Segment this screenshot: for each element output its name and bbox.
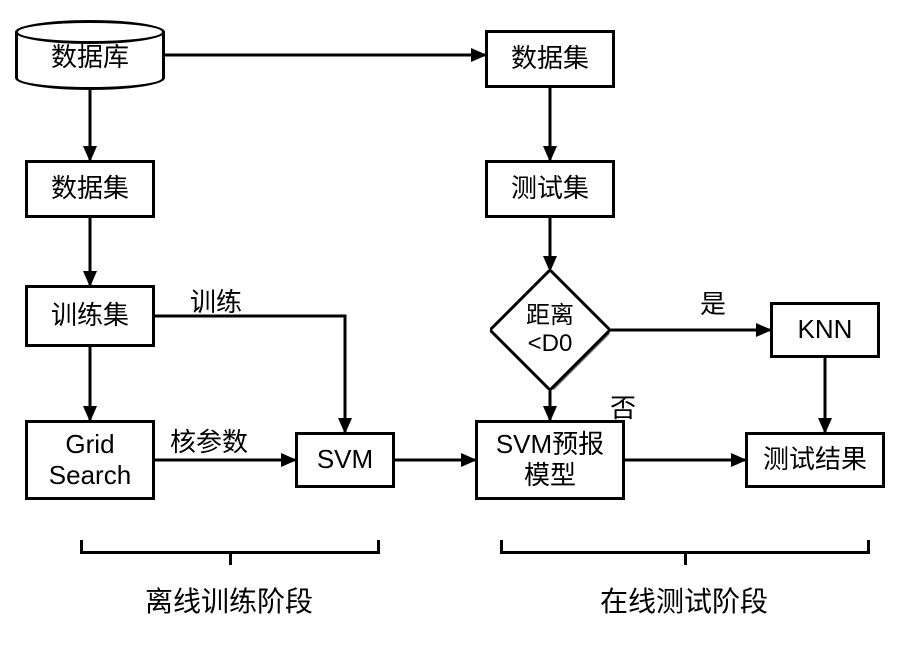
edge-label-train: 训练 bbox=[190, 282, 242, 319]
node-knn: KNN bbox=[770, 302, 880, 358]
edge-label-yes: 是 bbox=[700, 284, 726, 321]
node-database-label: 数据库 bbox=[51, 37, 129, 74]
node-result-label: 测试结果 bbox=[763, 444, 867, 475]
node-svm-label: SVM bbox=[317, 444, 373, 475]
node-dataset-left: 数据集 bbox=[25, 160, 155, 218]
edge-label-kernel-params: 核参数 bbox=[170, 422, 248, 459]
flowchart-canvas: 数据库 数据集 训练集 Grid Search SVM 数据集 测试集 距离 <… bbox=[0, 0, 910, 655]
bracket-offline bbox=[80, 540, 380, 554]
bracket-offline-tail bbox=[229, 553, 232, 565]
edge-label-no: 否 bbox=[610, 388, 636, 425]
node-dataset-right: 数据集 bbox=[485, 30, 615, 88]
bracket-online-tail bbox=[684, 553, 687, 565]
node-testset: 测试集 bbox=[485, 160, 615, 218]
node-grid-search: Grid Search bbox=[25, 420, 155, 500]
node-svm: SVM bbox=[295, 432, 395, 488]
phase-label-offline: 离线训练阶段 bbox=[145, 580, 313, 620]
node-database: 数据库 bbox=[15, 20, 165, 90]
node-dataset-right-label: 数据集 bbox=[511, 43, 589, 74]
node-decision: 距离 <D0 bbox=[490, 270, 610, 390]
node-grid-search-label: Grid Search bbox=[49, 429, 131, 491]
edge-trainset-to-svm bbox=[155, 316, 345, 432]
node-svm-model: SVM预报 模型 bbox=[475, 420, 625, 500]
node-result: 测试结果 bbox=[745, 432, 885, 488]
node-testset-label: 测试集 bbox=[511, 173, 589, 204]
phase-label-online: 在线测试阶段 bbox=[600, 580, 768, 620]
node-dataset-left-label: 数据集 bbox=[51, 173, 129, 204]
node-trainset-label: 训练集 bbox=[51, 300, 129, 331]
node-svm-model-label: SVM预报 模型 bbox=[496, 429, 604, 491]
bracket-online bbox=[500, 540, 870, 554]
node-trainset: 训练集 bbox=[25, 285, 155, 347]
node-decision-label: 距离 <D0 bbox=[526, 302, 574, 357]
node-knn-label: KNN bbox=[798, 314, 853, 345]
